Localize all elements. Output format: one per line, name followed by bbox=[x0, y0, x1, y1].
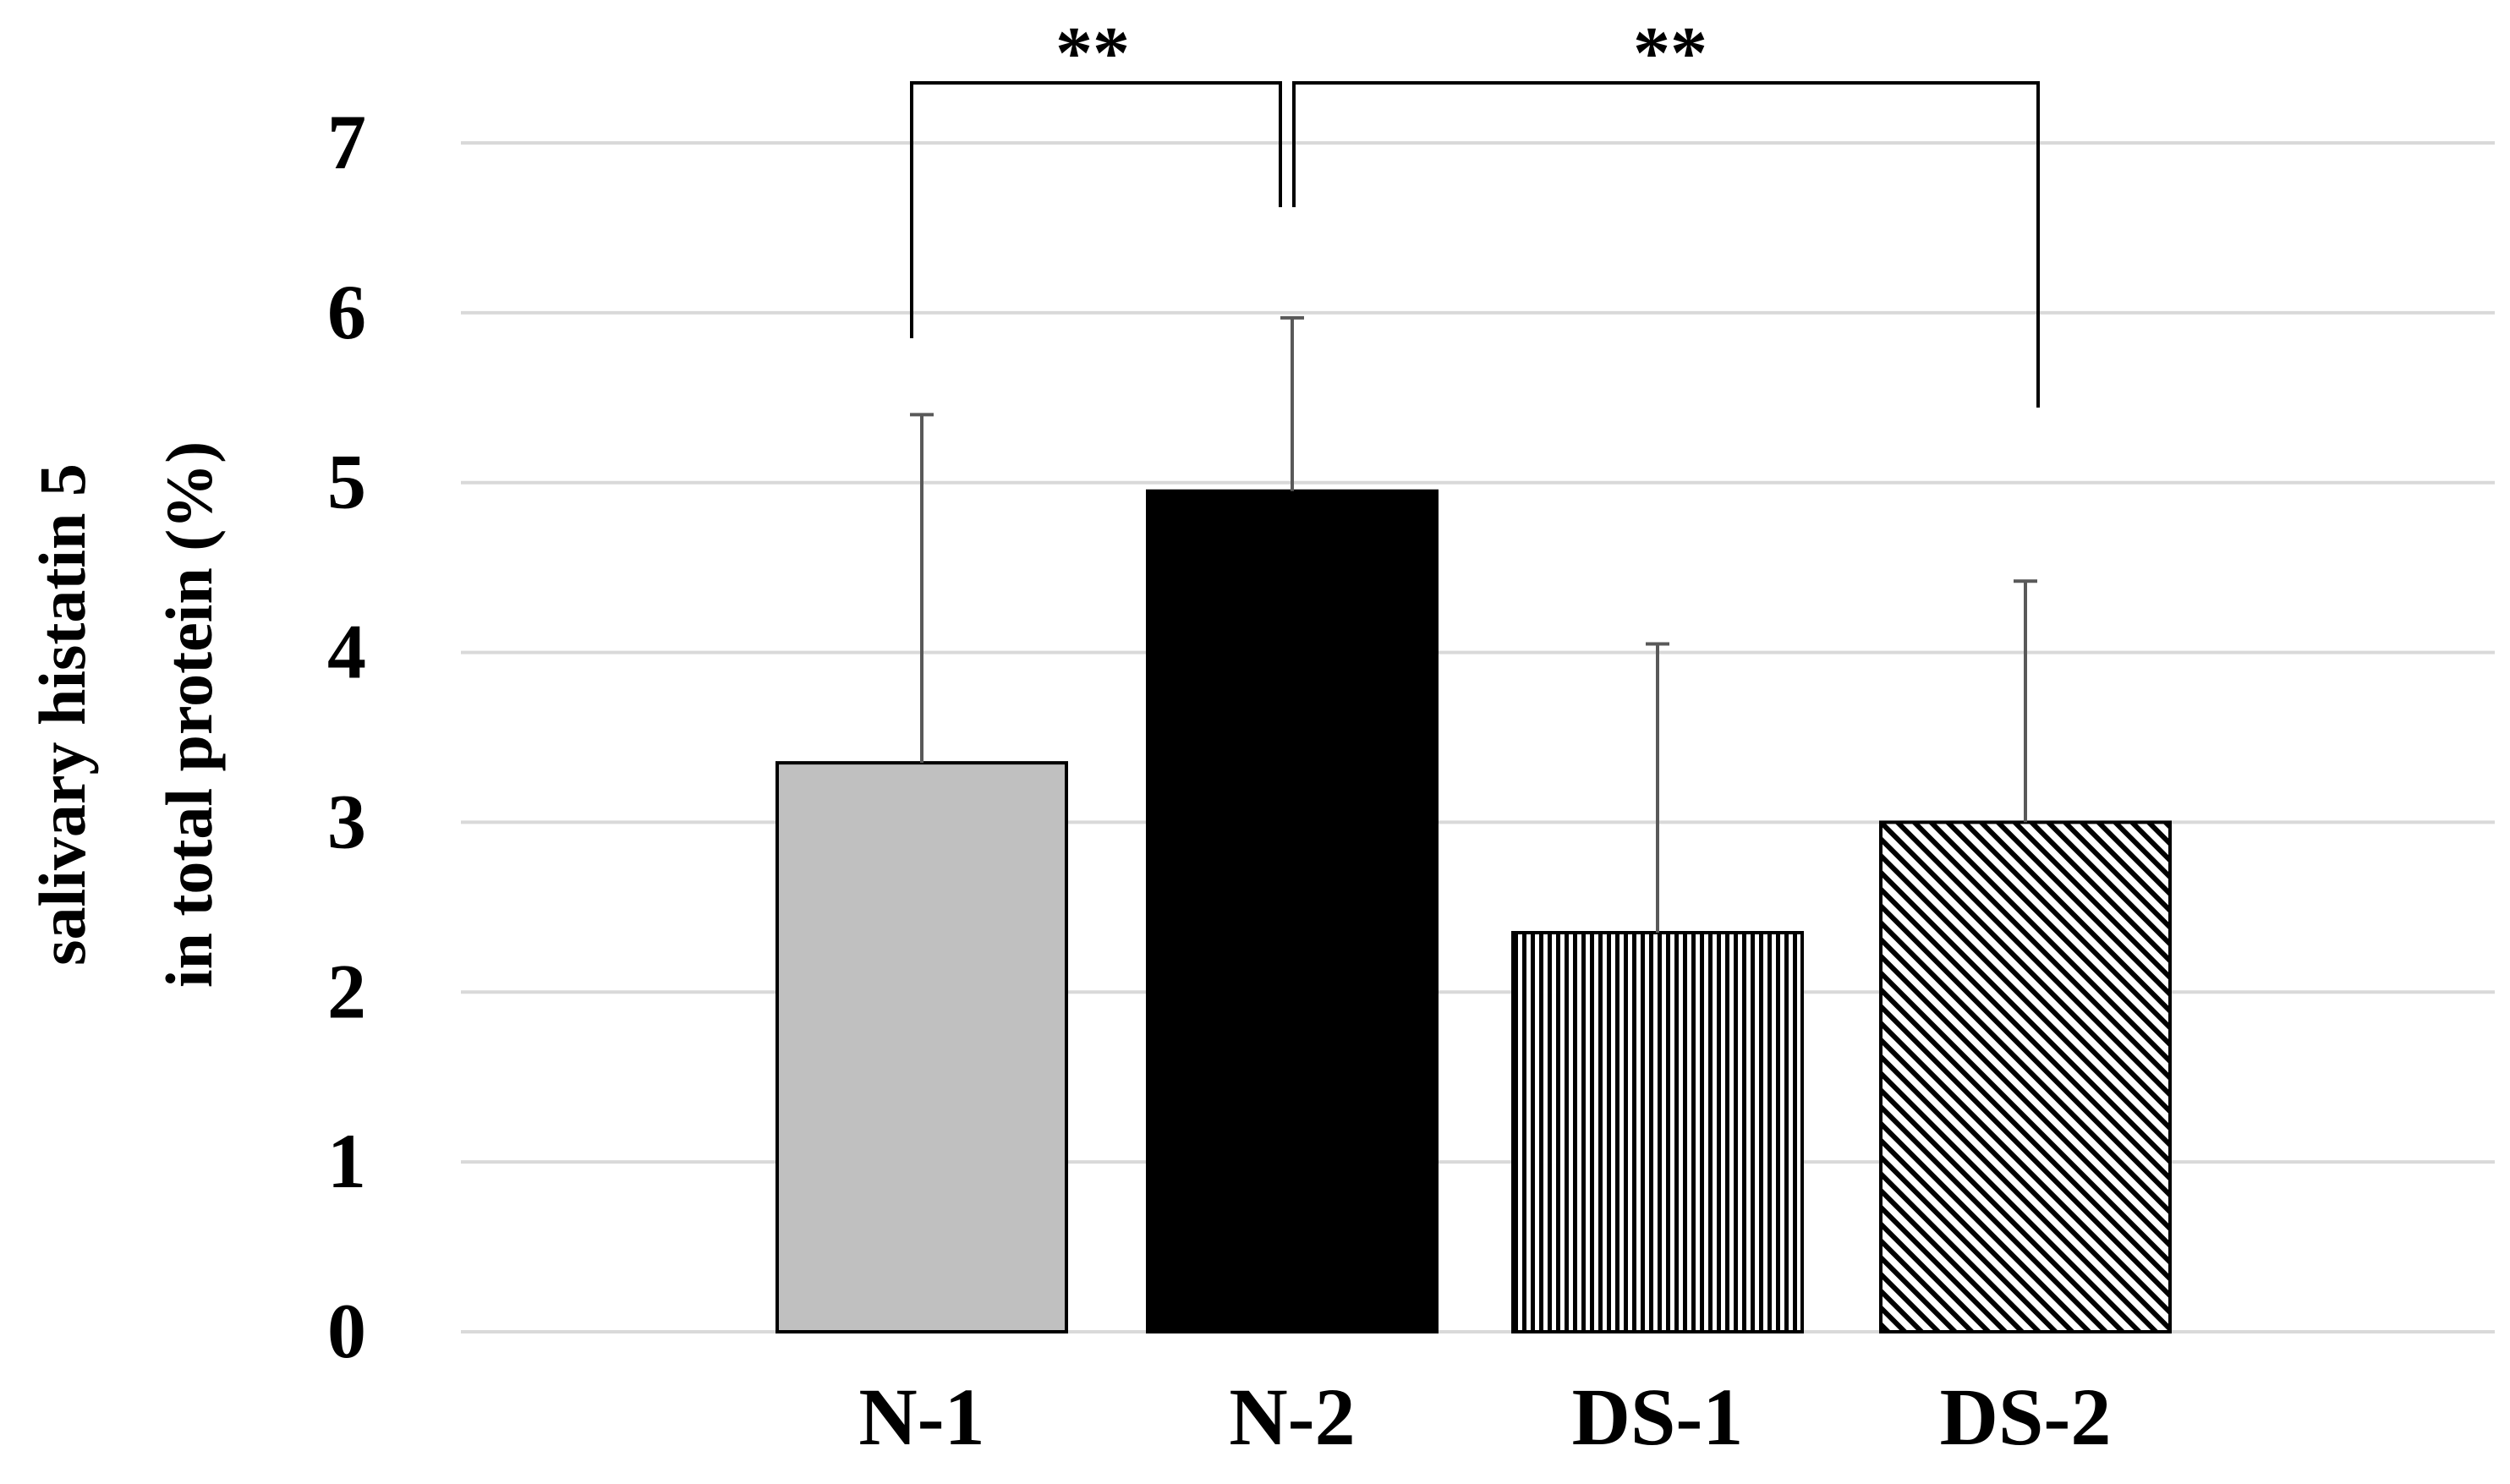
significance-label-2: ** bbox=[1633, 13, 1707, 95]
significance-bracket-n-1-n-2 bbox=[910, 81, 1282, 338]
x-axis-ticks: N-1 N-2 DS-1 DS-2 bbox=[858, 1372, 2111, 1462]
y-tick-label-7: 7 bbox=[327, 99, 366, 185]
y-tick-label-2: 2 bbox=[327, 948, 366, 1034]
y-tick-label-6: 6 bbox=[327, 269, 366, 355]
y-axis-label: salivary histatin 5 in total protein (%) bbox=[25, 441, 226, 988]
x-tick-label-ds-1: DS-1 bbox=[1572, 1372, 1744, 1462]
y-tick-label-3: 3 bbox=[327, 778, 366, 864]
bars bbox=[775, 489, 2172, 1333]
bar-ds-2 bbox=[1879, 820, 2172, 1333]
y-tick-label-5: 5 bbox=[327, 439, 366, 525]
bar-n-2 bbox=[1146, 489, 1439, 1333]
y-tick-label-1: 1 bbox=[327, 1118, 366, 1204]
bar-ds-1 bbox=[1511, 930, 1804, 1333]
x-tick-label-n-2: N-2 bbox=[1229, 1372, 1355, 1462]
y-axis-label-line-2: in total protein (%) bbox=[152, 441, 226, 988]
bar-n-1 bbox=[775, 761, 1068, 1333]
significance-label-1: ** bbox=[1055, 13, 1130, 95]
y-tick-label-0: 0 bbox=[327, 1288, 366, 1374]
significance-annotations: ** ** bbox=[910, 13, 2040, 408]
significance-bracket-n-2-ds-2 bbox=[1292, 81, 2040, 408]
x-tick-label-ds-2: DS-2 bbox=[1940, 1372, 2112, 1462]
gridlines bbox=[461, 141, 2495, 1333]
y-axis-label-line-1: salivary histatin 5 bbox=[25, 463, 99, 966]
error-bars bbox=[910, 315, 2037, 933]
x-tick-label-n-1: N-1 bbox=[858, 1372, 984, 1462]
y-tick-label-4: 4 bbox=[327, 609, 366, 695]
y-axis-ticks: 0 1 2 3 4 5 6 7 bbox=[327, 99, 366, 1374]
